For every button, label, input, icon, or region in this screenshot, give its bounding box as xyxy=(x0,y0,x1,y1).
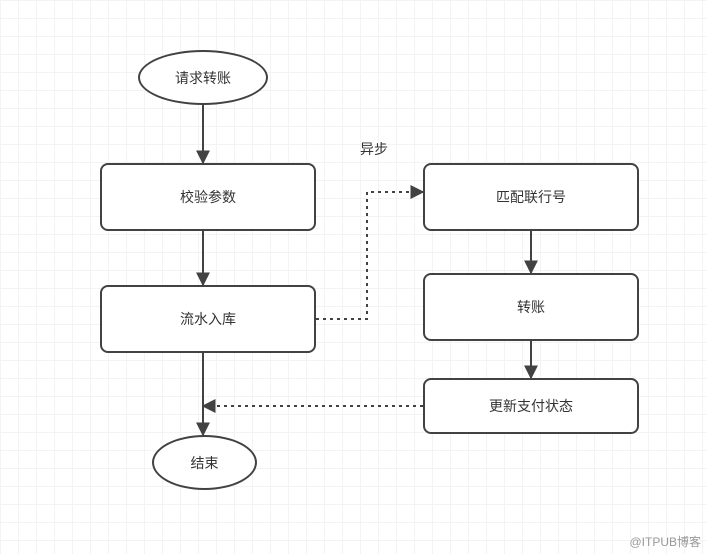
node-label: 更新支付状态 xyxy=(489,396,573,416)
node-trans: 转账 xyxy=(423,273,639,341)
edge-label-store-match: 异步 xyxy=(360,139,388,159)
watermark-text: @ITPUB博客 xyxy=(629,533,701,550)
node-check: 校验参数 xyxy=(100,163,316,231)
node-start: 请求转账 xyxy=(138,50,268,105)
node-end: 结束 xyxy=(152,435,257,490)
node-label: 流水入库 xyxy=(180,309,236,329)
node-label: 结束 xyxy=(191,453,219,473)
flowchart-canvas: 请求转账校验参数流水入库结束 匹配联行号转账更新支付状态 异步 xyxy=(0,0,707,554)
node-label: 校验参数 xyxy=(180,187,236,207)
node-match: 匹配联行号 xyxy=(423,163,639,231)
node-store: 流水入库 xyxy=(100,285,316,353)
node-label: 匹配联行号 xyxy=(496,187,566,207)
node-update: 更新支付状态 xyxy=(423,378,639,434)
node-label: 请求转账 xyxy=(175,68,231,88)
edge-store-match xyxy=(316,192,423,319)
node-label: 转账 xyxy=(517,297,545,317)
